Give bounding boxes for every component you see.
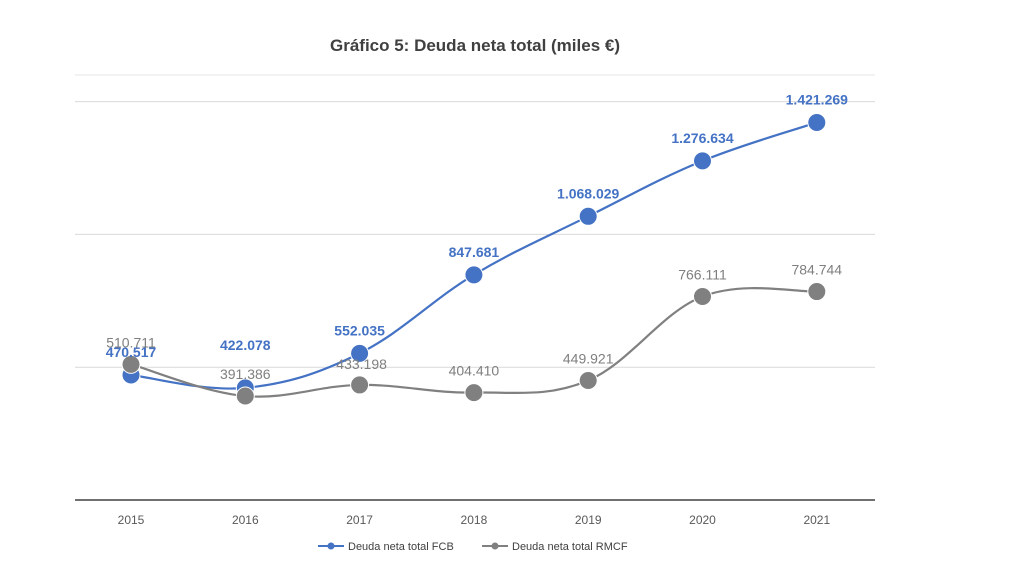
data-point-rmcf-2021 [807,282,827,302]
data-label-rmcf-2020: 766.111 [678,267,727,283]
x-tick-label-2020: 2020 [689,513,716,527]
data-label-rmcf-2015: 510.711 [106,334,156,350]
data-label-rmcf-2016: 391.386 [220,366,271,382]
data-label-fcb-2019: 1.068.029 [557,185,619,201]
data-point-rmcf-2015 [121,354,141,374]
x-tick-label-2016: 2016 [232,513,259,527]
data-point-rmcf-2017 [350,375,370,395]
x-tick-label-2017: 2017 [346,513,373,527]
data-point-fcb-2019 [578,206,598,226]
data-point-rmcf-2019 [578,370,598,390]
legend-marker-rmcf [491,542,499,550]
x-tick-label-2021: 2021 [803,513,830,527]
data-point-rmcf-2020 [693,287,712,307]
data-point-fcb-2018 [464,265,484,285]
data-label-fcb-2015: 470.517 [106,344,157,360]
data-point-fcb-2021 [807,112,827,132]
x-tick-label-2015: 2015 [118,513,145,527]
legend-label-fcb: Deuda neta total FCB [348,541,454,553]
data-label-rmcf-2019: 449.921 [563,350,614,366]
data-point-fcb-2017 [350,343,370,363]
data-point-rmcf-2016 [235,386,255,406]
data-label-fcb-2021: 1.421.269 [786,91,848,107]
legend-marker-fcb [327,542,335,550]
data-label-fcb-2018: 847.681 [449,244,500,260]
data-label-rmcf-2021: 784.744 [791,262,842,278]
chart-title: Gráfico 5: Deuda neta total (miles €) [329,36,620,55]
data-label-rmcf-2018: 404.410 [449,363,500,379]
x-tick-label-2018: 2018 [461,513,488,527]
x-tick-label-2019: 2019 [575,513,602,527]
legend-label-rmcf: Deuda neta total RMCF [512,541,628,553]
data-point-rmcf-2018 [464,383,484,403]
data-label-rmcf-2017: 433.198 [336,356,387,372]
data-label-fcb-2020: 1.276.634 [671,130,733,146]
data-label-fcb-2016: 422.078 [220,337,271,353]
data-point-fcb-2020 [693,151,712,171]
data-label-fcb-2017: 552.035 [334,322,385,338]
